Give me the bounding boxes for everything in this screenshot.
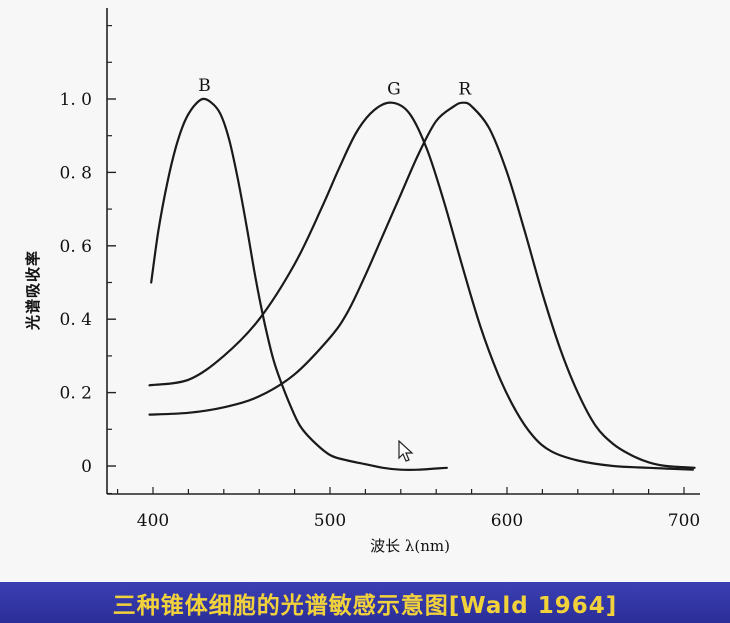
spectral-sensitivity-chart: 0 0. 2 0. 4 0. 6 0. 8 1. 0 400 500 600 700 B G R 波长… (24, 8, 700, 555)
series-G-curve (148, 101, 694, 471)
y-axis-label: 光谱吸收率 (24, 250, 42, 331)
x-tick-label: 700 (668, 511, 700, 531)
series-B-curve (150, 97, 448, 472)
y-tick-label: 0. 8 (60, 163, 92, 183)
y-tick-label: 0. 6 (60, 237, 92, 257)
series-R-label: R (458, 80, 472, 100)
x-axis-label: 波长 λ(nm) (370, 537, 450, 555)
series-G-label: G (387, 80, 401, 100)
series-B-label: B (198, 76, 211, 96)
mouse-pointer-icon (398, 440, 414, 462)
series-R-curve (148, 101, 696, 469)
y-tick-label: 0 (81, 457, 92, 477)
y-tick-label: 1. 0 (60, 90, 92, 110)
caption-bar: 三种锥体细胞的光谱敏感示意图[Wald 1964] (0, 582, 730, 623)
x-tick-label: 400 (137, 511, 169, 531)
y-tick-label: 0. 4 (60, 310, 92, 330)
y-tick-label: 0. 2 (60, 384, 92, 404)
caption-text: 三种锥体细胞的光谱敏感示意图[Wald 1964] (112, 592, 618, 619)
x-tick-label: 600 (491, 511, 523, 531)
x-tick-label: 500 (314, 511, 346, 531)
